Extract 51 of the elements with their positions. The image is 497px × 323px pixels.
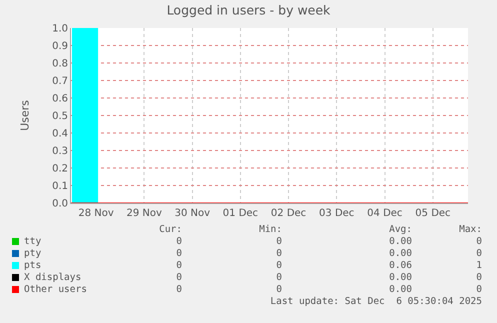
y-tick-label: 0.9: [52, 41, 68, 52]
text: 0: [475, 248, 482, 260]
y-axis-title: Users: [18, 100, 32, 131]
legend-label: X displays: [24, 272, 82, 283]
text: Min:: [258, 224, 282, 236]
text: Cur:: [158, 224, 182, 236]
x-tick-label: 29 Nov: [126, 208, 162, 219]
x-tick-label: 02 Dec: [270, 208, 306, 219]
y-tick-label: 0.2: [52, 164, 68, 174]
text: 0: [175, 284, 182, 296]
y-tick-label: 0.6: [52, 94, 68, 104]
y-tick-label: 0.0: [52, 198, 68, 210]
text: 0.06: [388, 260, 412, 272]
text: Avg:: [388, 224, 412, 236]
text: 0: [275, 248, 282, 260]
text: 0: [175, 272, 182, 284]
legend-label: pts: [24, 260, 42, 271]
x-tick-label: 01 Dec: [222, 208, 258, 219]
y-tick-label: 0.8: [52, 58, 68, 70]
y-tick-label: 0.4: [52, 128, 68, 140]
text: 1: [475, 260, 482, 272]
y-tick-label: 0.1: [52, 181, 68, 192]
text: 0: [275, 284, 282, 296]
text: 0.00: [388, 248, 412, 260]
y-tick-label: 0.5: [52, 111, 68, 122]
x-tick-label: 05 Dec: [415, 208, 451, 219]
text: 0: [475, 272, 482, 284]
legend-label: pty: [24, 248, 42, 259]
text: 0.00: [388, 272, 412, 284]
text: 0: [175, 260, 182, 272]
legend-label: tty: [24, 236, 42, 247]
text: 0: [475, 236, 482, 248]
y-tick-label: 0.7: [52, 76, 68, 87]
x-tick-label: 30 Nov: [174, 208, 210, 219]
text: Last update: Sat Dec 6 05:30:04 2025: [269, 296, 482, 308]
x-tick-label: 04 Dec: [367, 208, 402, 219]
chart-title: Logged in users - by week: [166, 2, 332, 18]
x-tick-label: 28 Nov: [78, 208, 114, 219]
y-tick-label: 1.0: [52, 24, 68, 34]
text: 0: [275, 236, 282, 248]
text: 0: [275, 260, 282, 272]
text: 0.00: [388, 284, 412, 296]
text: Max:: [458, 224, 482, 236]
text: 0: [175, 248, 182, 260]
text: 0: [275, 272, 282, 284]
x-tick-label: 03 Dec: [319, 208, 354, 219]
text: 0.00: [388, 236, 412, 248]
text: 0: [475, 284, 482, 296]
text: 0: [175, 236, 182, 248]
y-tick-label: 0.3: [52, 146, 68, 157]
legend-label: Other users: [24, 284, 87, 295]
